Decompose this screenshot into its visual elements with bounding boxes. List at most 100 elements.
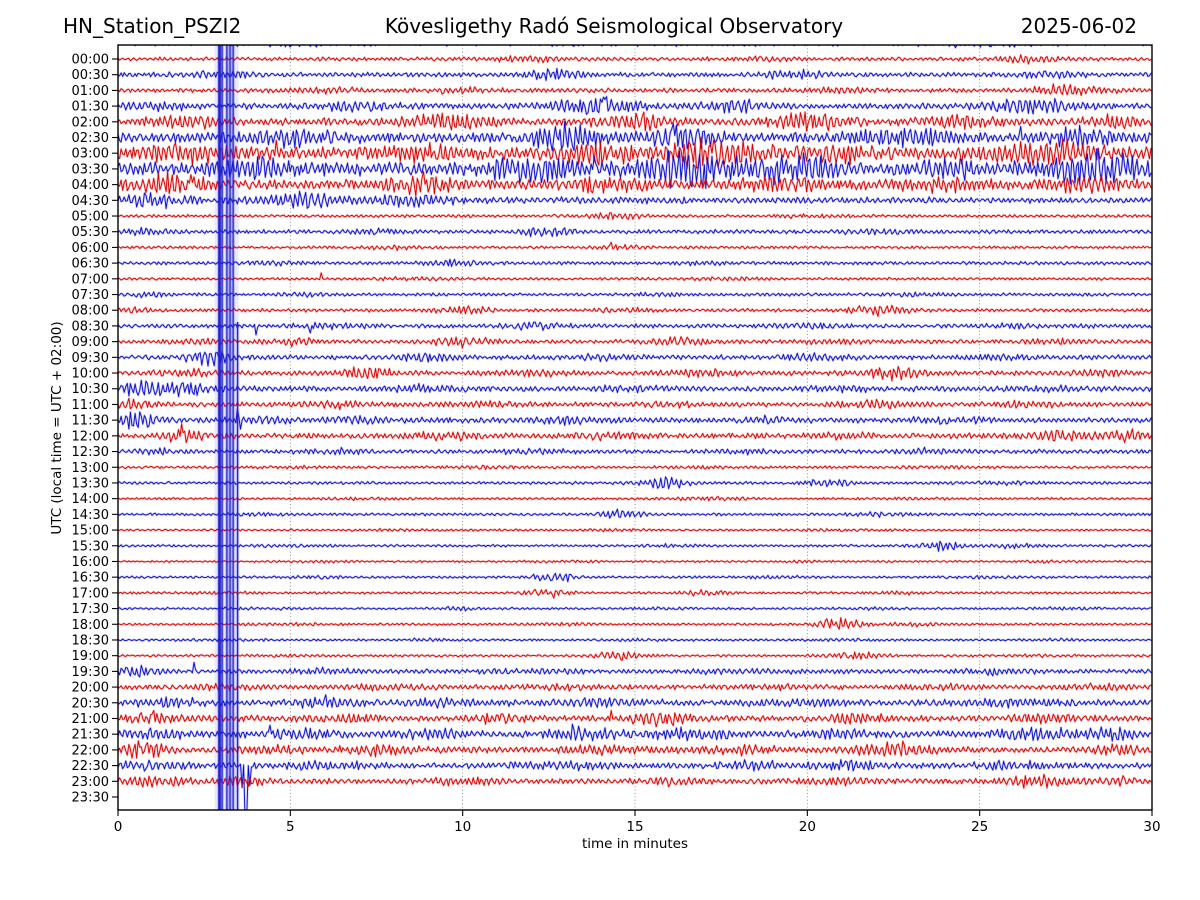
trace-row-1500 [118, 527, 1152, 533]
trace-row-2200 [118, 739, 1152, 760]
y-tick-label: 15:30 [72, 539, 109, 554]
y-tick-label: 18:30 [72, 633, 109, 648]
trace-row-0800 [118, 304, 1152, 318]
x-tick-label: 25 [971, 819, 988, 835]
y-tick-label: 03:00 [72, 147, 109, 162]
trace-row-2300 [118, 773, 1152, 790]
y-tick-label: 13:30 [72, 476, 109, 491]
event-spike-lines [217, 45, 240, 810]
x-tick-label: 0 [114, 819, 123, 835]
trace-row-0930 [118, 350, 1152, 368]
trace-row-1930 [118, 661, 1152, 679]
trace-row-1830 [118, 636, 1152, 643]
x-tick-label: 20 [799, 819, 816, 835]
y-tick-label: 20:30 [72, 696, 109, 711]
trace-row-0030 [118, 67, 1152, 82]
y-axis-ticks: 00:0000:3001:0001:3002:0002:3003:0003:30… [72, 53, 118, 805]
y-axis-label: UTC (local time = UTC + 02:00) [49, 321, 65, 535]
date-title: 2025-06-02 [1020, 14, 1137, 38]
trace-row-1630 [118, 572, 1152, 583]
trace-row-0330 [118, 147, 1152, 190]
trace-row-0130 [118, 95, 1152, 116]
trace-row-0300 [118, 135, 1152, 170]
y-tick-label: 01:30 [72, 100, 109, 115]
trace-row-0600 [118, 241, 1152, 252]
y-tick-label: 04:00 [72, 178, 109, 193]
x-tick-label: 15 [626, 819, 643, 835]
y-tick-label: 17:00 [72, 586, 109, 601]
trace-row-1400 [118, 495, 1152, 502]
trace-row-1330 [118, 475, 1152, 490]
y-tick-label: 14:00 [72, 492, 109, 507]
y-tick-label: 02:30 [72, 131, 109, 146]
trace-row-0730 [118, 290, 1152, 299]
y-tick-label: 05:00 [72, 210, 109, 225]
y-tick-label: 03:30 [72, 162, 109, 177]
y-tick-label: 14:30 [72, 508, 109, 523]
y-tick-label: 16:30 [72, 571, 109, 586]
y-tick-label: 10:00 [72, 367, 109, 382]
y-tick-label: 07:30 [72, 288, 109, 303]
trace-row-1530 [118, 540, 1152, 553]
x-axis-ticks: 0 5 10 15 20 25 30 [114, 810, 1161, 835]
trace-row-0500 [118, 211, 1152, 221]
trace-row-0430 [118, 189, 1152, 210]
trace-row-1800 [118, 616, 1152, 631]
trace-row-0200 [118, 110, 1152, 133]
y-tick-label: 15:00 [72, 524, 109, 539]
trace-row-1700 [118, 588, 1152, 600]
trace-row-1730 [118, 605, 1152, 613]
y-tick-label: 11:00 [72, 398, 109, 413]
y-tick-label: 05:30 [72, 225, 109, 240]
trace-row-1030 [118, 379, 1152, 398]
y-tick-label: 23:00 [72, 775, 109, 790]
y-tick-label: 09:30 [72, 351, 109, 366]
trace-row-1100 [118, 397, 1152, 411]
y-tick-label: 17:30 [72, 602, 109, 617]
trace-row-0000 [118, 53, 1152, 66]
trace-row-1130 [118, 407, 1152, 431]
trace-row-1430 [118, 507, 1152, 520]
y-tick-label: 01:00 [72, 84, 109, 99]
trace-row-1600 [118, 558, 1152, 565]
y-tick-label: 08:00 [72, 304, 109, 319]
y-tick-label: 22:30 [72, 759, 109, 774]
trace-row-2130 [118, 723, 1152, 743]
y-tick-label: 12:00 [72, 429, 109, 444]
y-tick-label: 22:00 [72, 743, 109, 758]
station-title: HN_Station_PSZI2 [63, 14, 242, 38]
y-tick-label: 11:30 [72, 414, 109, 429]
x-axis-label: time in minutes [581, 836, 689, 852]
trace-row-0630 [118, 258, 1152, 268]
y-tick-label: 12:30 [72, 445, 109, 460]
observatory-title: Kövesligethy Radó Seismological Observat… [384, 14, 844, 38]
trace-row-1200 [118, 422, 1152, 444]
trace-row-1000 [118, 365, 1152, 383]
trace-row-2100 [118, 709, 1152, 728]
y-tick-label: 19:30 [72, 665, 109, 680]
y-tick-label: 21:30 [72, 728, 109, 743]
trace-row-2000 [118, 681, 1152, 693]
y-tick-label: 06:00 [72, 241, 109, 256]
y-tick-label: 10:30 [72, 382, 109, 397]
trace-row-2030 [118, 693, 1152, 710]
x-tick-label: 30 [1143, 819, 1160, 835]
y-tick-label: 08:30 [72, 319, 109, 334]
x-tick-label: 5 [286, 819, 295, 835]
trace-row-0700 [118, 271, 1152, 283]
y-tick-label: 02:00 [72, 115, 109, 130]
trace-row-2230 [118, 758, 1152, 810]
y-tick-label: 18:00 [72, 618, 109, 633]
trace-row-0400 [118, 169, 1152, 198]
y-tick-label: 13:00 [72, 461, 109, 476]
trace-row-1900 [118, 650, 1152, 662]
trace-row-top-clipped [118, 45, 1152, 49]
y-tick-label: 00:30 [72, 68, 109, 83]
y-tick-label: 19:00 [72, 649, 109, 664]
y-tick-label: 00:00 [72, 53, 109, 68]
trace-row-1300 [118, 464, 1152, 471]
y-tick-label: 09:00 [72, 335, 109, 350]
trace-row-0900 [118, 335, 1152, 350]
